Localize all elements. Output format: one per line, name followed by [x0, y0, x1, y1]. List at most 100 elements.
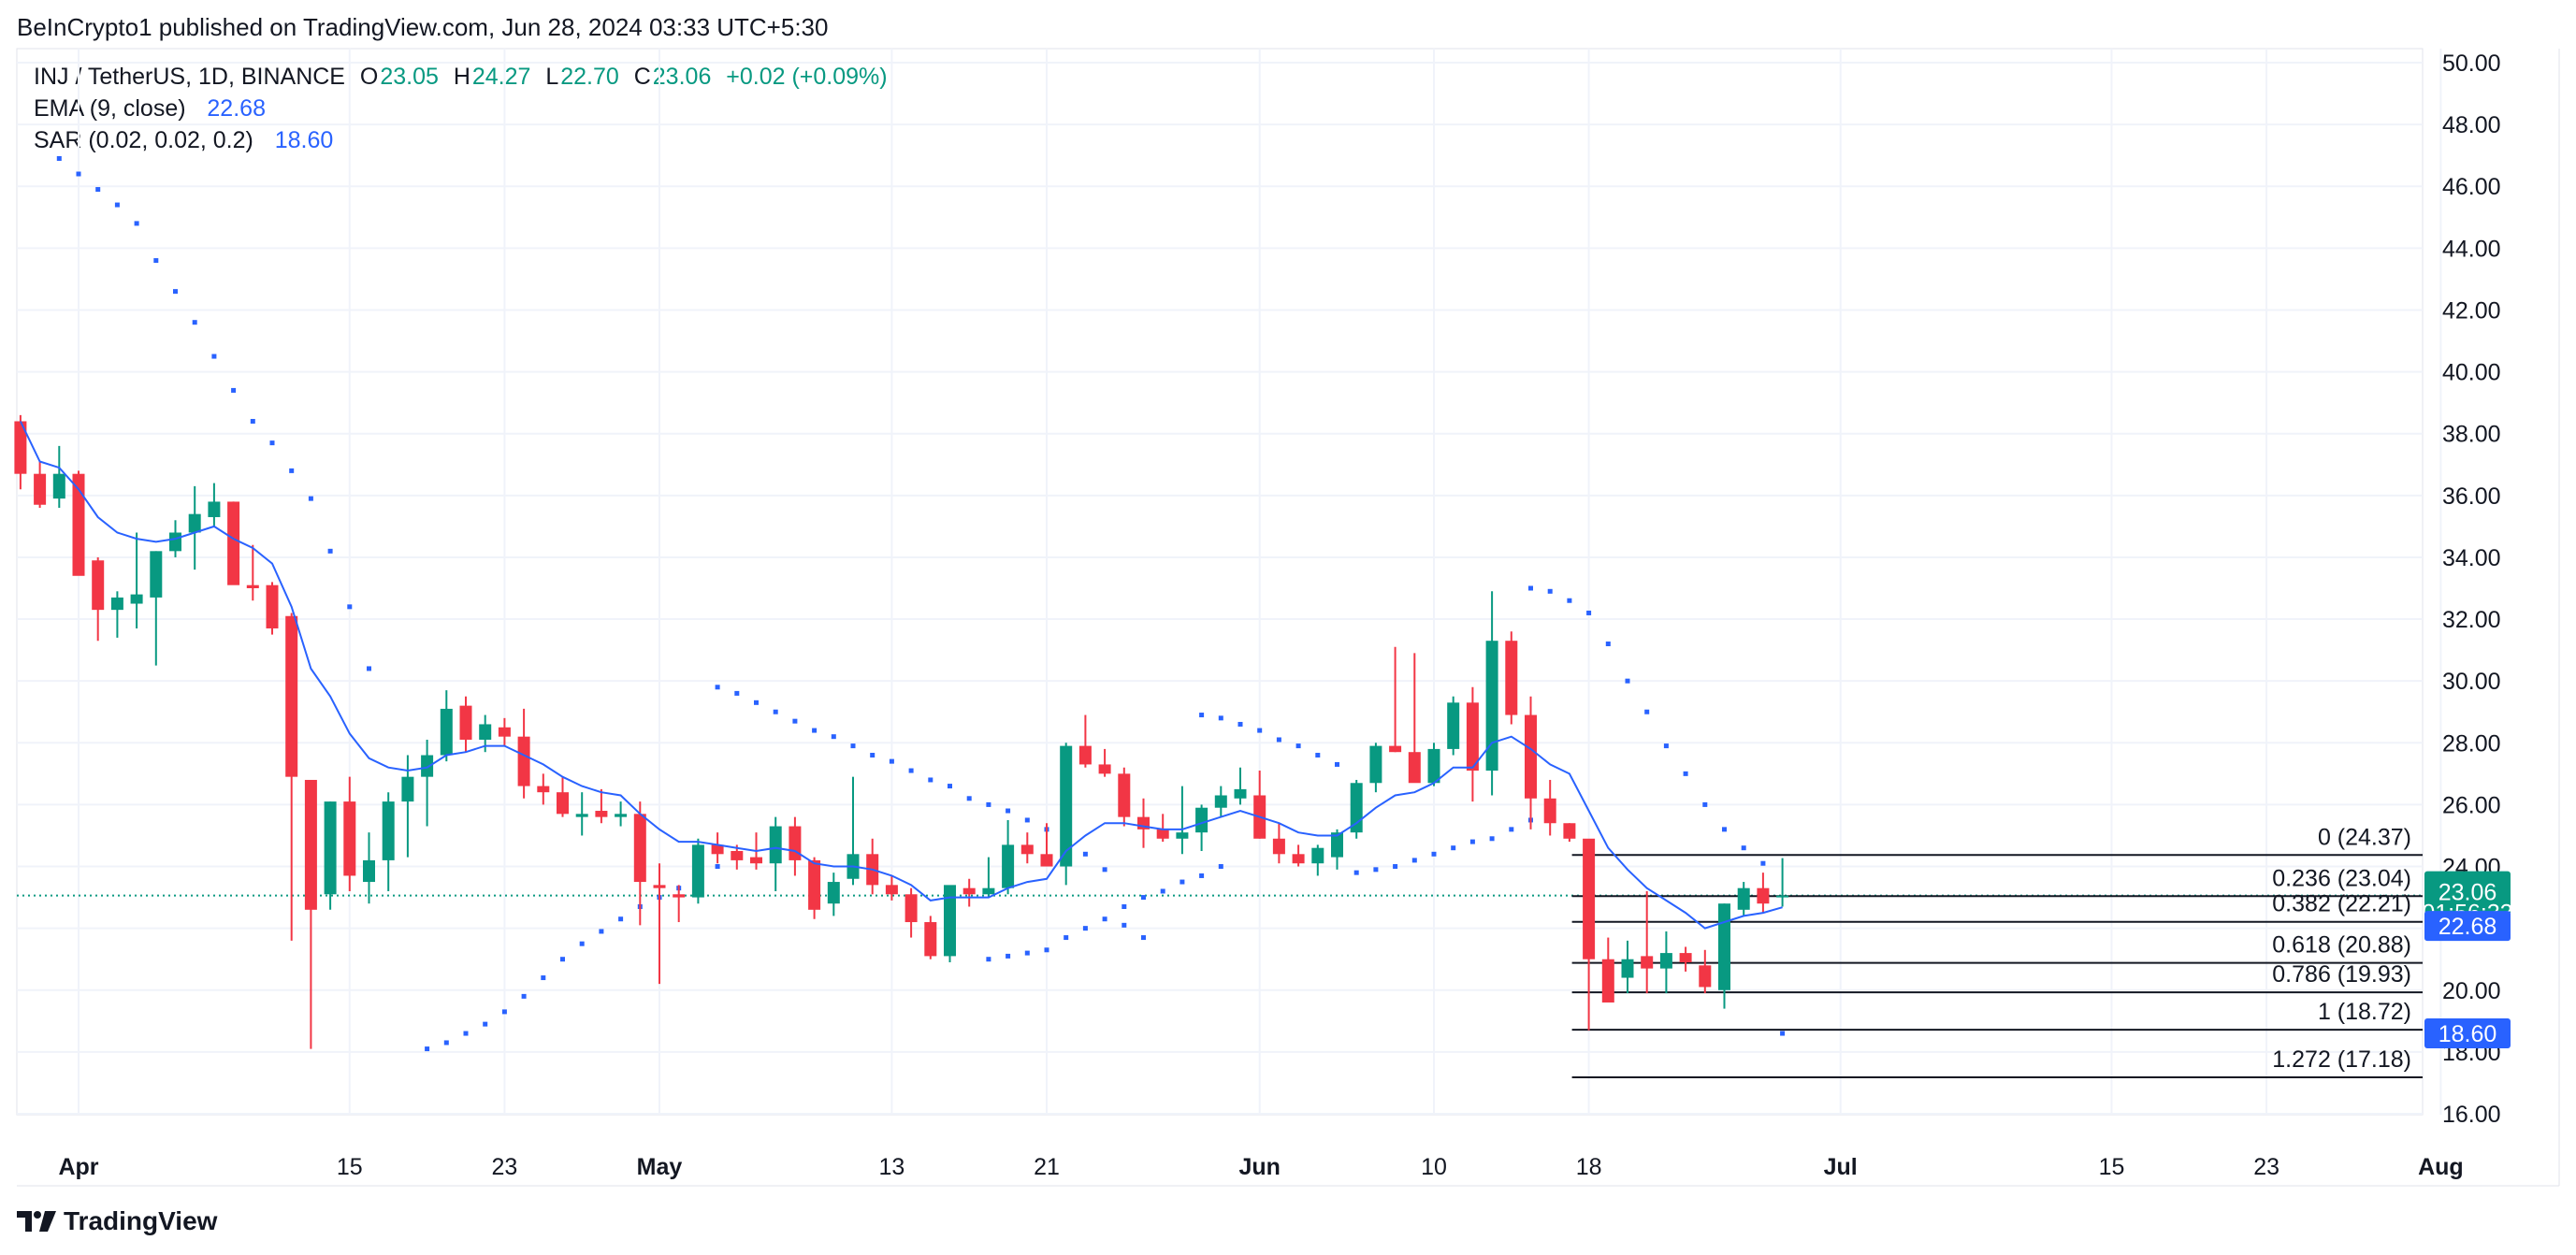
y-tick-label: 16.00 [2442, 1102, 2501, 1128]
x-tick-label: 13 [878, 1154, 904, 1180]
high-label: H [453, 64, 470, 90]
candle-body [1176, 832, 1189, 839]
sar-dot [483, 1021, 488, 1027]
sar-dot [1644, 709, 1650, 714]
candle-body [1543, 798, 1556, 824]
sar-dot [192, 320, 197, 325]
y-tick-label: 28.00 [2442, 730, 2501, 757]
candle-body [208, 501, 221, 517]
candle-body [382, 801, 395, 860]
sar-dot [1122, 922, 1127, 928]
sar-dot [76, 171, 81, 177]
sar-dot [1237, 721, 1243, 727]
x-tick-label: Apr [58, 1154, 98, 1180]
x-tick-label: 23 [2253, 1154, 2279, 1180]
candle-body [633, 814, 646, 883]
sar-dot [1393, 864, 1398, 870]
candle-body [1699, 965, 1712, 988]
sar-dot [1218, 864, 1223, 870]
candle-body [769, 826, 782, 864]
candle-body [750, 857, 762, 864]
y-tick-label: 46.00 [2442, 174, 2501, 200]
sar-dot [754, 700, 759, 705]
sar-dot [1141, 935, 1146, 941]
candle-body [1311, 847, 1324, 864]
fib-level-label: 0.236 (23.04) [2272, 865, 2411, 891]
axes: 50.00 48.00 46.00 44.00 42.00 40.00 38.00 36.00… [58, 50, 2500, 1180]
candle-body [304, 779, 317, 910]
sar-dot [579, 941, 585, 946]
ema-series [19, 421, 1783, 930]
sar-dot [1373, 867, 1379, 873]
candle-body [1757, 887, 1770, 904]
sar-dot [1179, 879, 1185, 885]
sar-dot [1528, 585, 1533, 591]
symbol-name[interactable]: INJ / TetherUS, 1D, BINANCE [34, 64, 345, 90]
candle-body [1408, 752, 1421, 784]
sar-dot [521, 993, 527, 999]
sar-dot [1082, 926, 1088, 931]
candle-body [885, 885, 898, 895]
sar-dot [367, 666, 371, 671]
candle-body [1505, 641, 1518, 715]
fib-level-label: 0.382 (22.21) [2272, 891, 2411, 917]
sar-dot [1102, 916, 1107, 922]
sar-dot [1411, 858, 1417, 863]
sar-dot [134, 221, 139, 226]
sar-dot [95, 187, 101, 193]
candle-body [324, 801, 337, 895]
x-tick-label: May [637, 1154, 683, 1180]
sar-dot [1315, 753, 1321, 758]
x-tick-label: 15 [2099, 1154, 2125, 1180]
sar-dot [1353, 870, 1359, 875]
candle-body [517, 736, 530, 786]
sar-dot [889, 758, 894, 764]
fibonacci-retracement[interactable]: 0 (24.37) 0.236 (23.04)0.382 (22.21) 0.618… [1571, 824, 2423, 1078]
sar-dot [211, 353, 217, 359]
candle-body [691, 844, 704, 898]
sar-dot [1082, 851, 1088, 857]
ema-label: EMA (9, close) [34, 95, 186, 122]
sar-dot [986, 801, 991, 807]
sar-dot [1451, 845, 1456, 851]
candle-body [266, 584, 279, 628]
ema-legend[interactable]: EMA (9, close) 22.68 [34, 95, 268, 123]
fib-level-label: 1.272 (17.18) [2272, 1046, 2411, 1073]
sar-dot [173, 289, 178, 295]
y-tick-label: 34.00 [2442, 545, 2501, 571]
candle-body [110, 597, 123, 611]
candle-body [130, 594, 143, 604]
grid [16, 48, 2560, 1187]
candle-body [150, 551, 163, 598]
sar-dot [56, 155, 62, 161]
sar-dot [715, 685, 720, 690]
x-tick-label: Jul [1824, 1154, 1858, 1180]
candle-body [1718, 903, 1730, 990]
candle-body [169, 532, 181, 552]
y-tick-label: 20.00 [2442, 978, 2501, 1004]
candle-body [1659, 953, 1672, 969]
candle-body [1389, 745, 1402, 753]
sar-legend[interactable]: SAR (0.02, 0.02, 0.2) 18.60 [34, 127, 335, 154]
sar-dot [1122, 904, 1127, 910]
y-tick-label: 42.00 [2442, 297, 2501, 324]
candle-body [595, 811, 608, 817]
sar-dot [1024, 950, 1030, 956]
change-value: +0.02 (+0.09%) [726, 64, 888, 90]
sar-dot [831, 734, 836, 740]
sar-dot [792, 718, 798, 724]
sar-dot [1276, 737, 1281, 743]
sar-dot [1295, 743, 1301, 749]
sar-dot [1199, 873, 1205, 878]
sar-dot [347, 604, 353, 610]
candle-body [1098, 764, 1111, 774]
tradingview-logo[interactable]: TradingView [17, 1206, 217, 1236]
sar-dot [443, 1040, 449, 1046]
sar-dot [928, 777, 933, 783]
y-tick-label: 30.00 [2442, 669, 2501, 695]
candle-body [711, 844, 724, 855]
candle-body [14, 421, 27, 474]
candle-body [1118, 773, 1131, 817]
